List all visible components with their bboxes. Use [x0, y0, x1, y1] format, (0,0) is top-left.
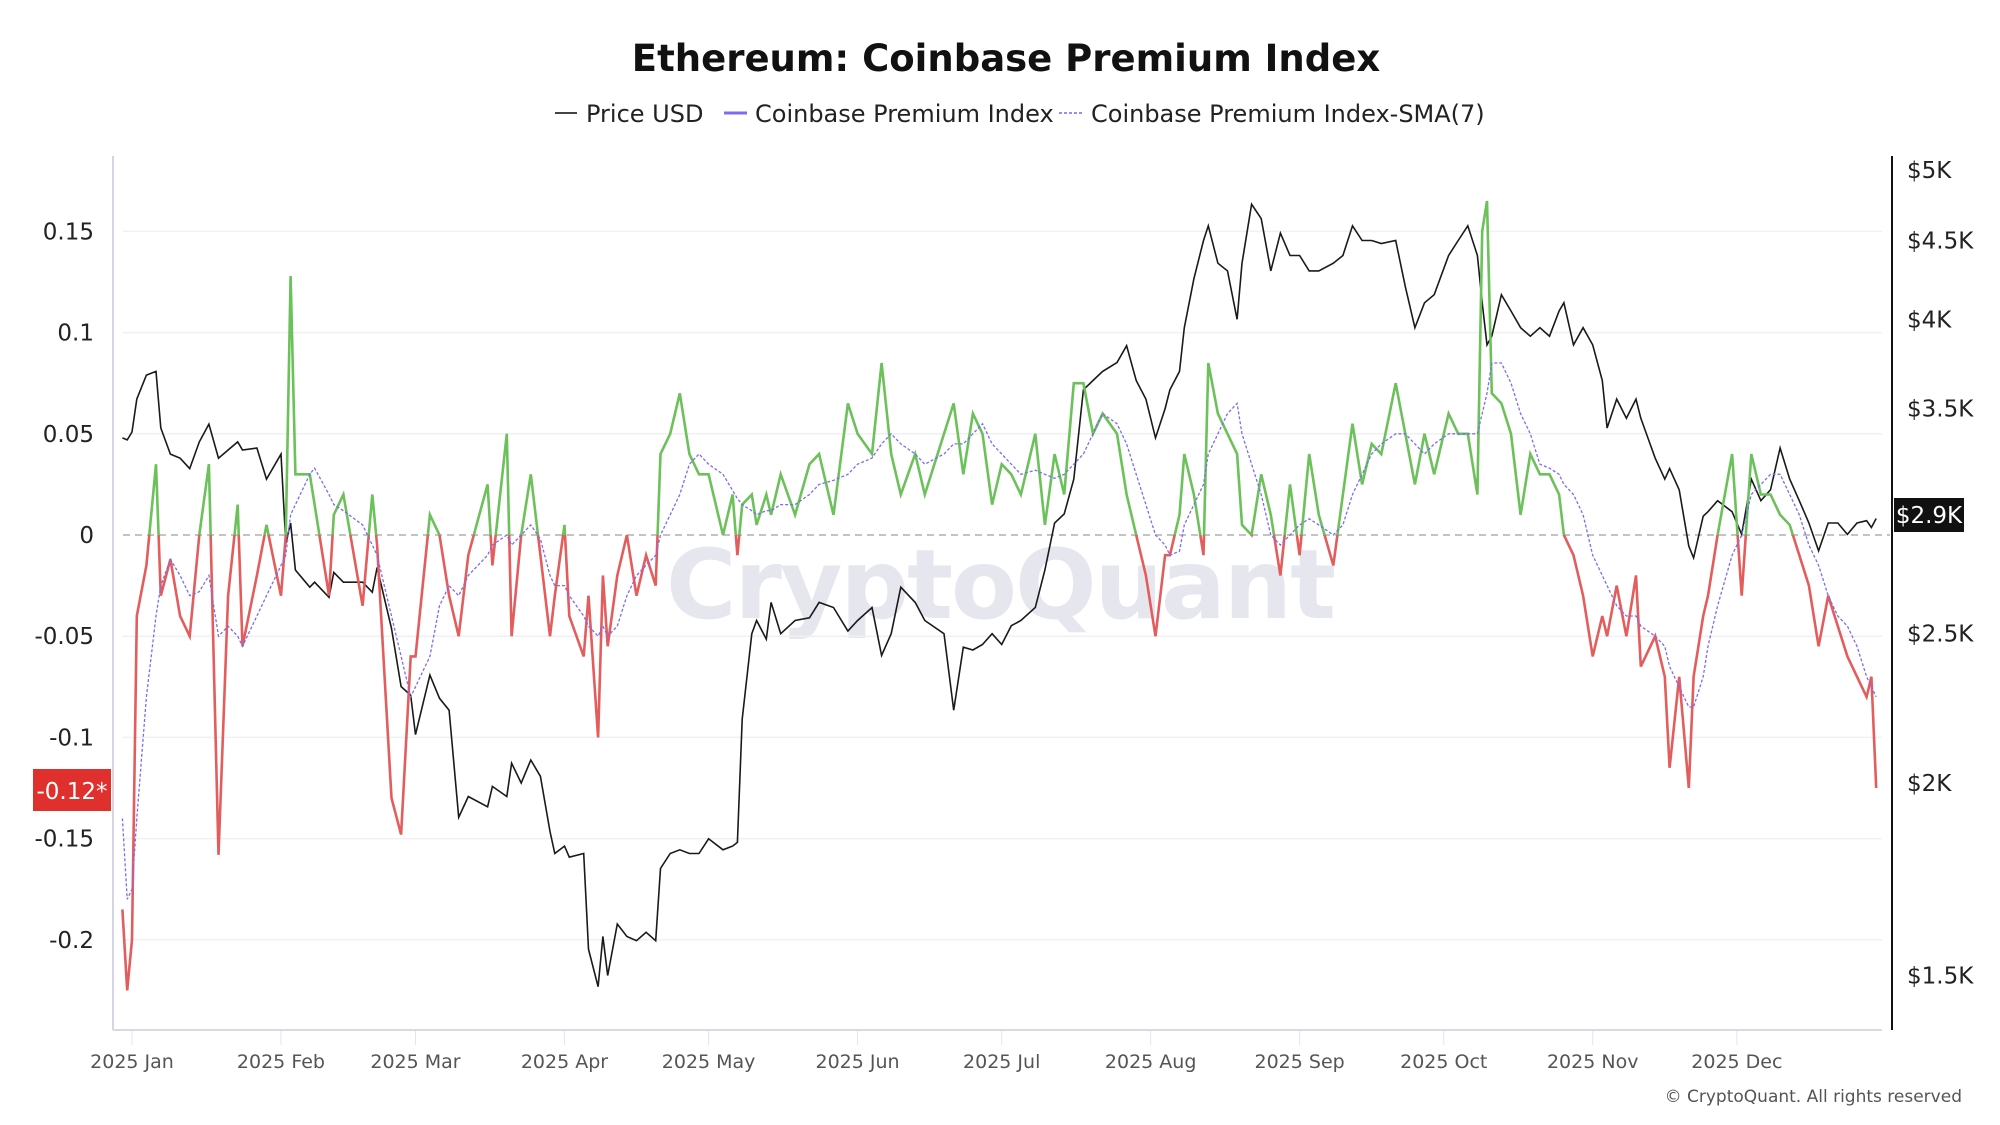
left-axis-tick-label: -0.15	[34, 827, 94, 853]
right-axis-tick-label: $1.5K	[1907, 963, 1974, 989]
price-usd-line	[122, 202, 1877, 987]
legend-item-premium[interactable]: Coinbase Premium Index	[724, 100, 1054, 128]
left-axis-tick-label: 0.1	[57, 321, 94, 347]
legend-item-price[interactable]: Price USD	[555, 100, 703, 128]
x-axis-tick-label: 2025 Aug	[1105, 1051, 1197, 1073]
premium-last-value-badge: -0.12*	[33, 769, 111, 811]
x-axis-tick-label: 2025 Apr	[521, 1051, 608, 1073]
x-axis-tick-label: 2025 Nov	[1547, 1051, 1638, 1073]
premium-last-value-box	[33, 769, 111, 811]
right-axis-tick-label: $2.5K	[1907, 622, 1974, 648]
x-axis-tick-label: 2025 Feb	[237, 1051, 325, 1073]
legend-label-sma: Coinbase Premium Index-SMA(7)	[1091, 100, 1485, 128]
legend-label-price: Price USD	[586, 100, 703, 128]
left-axis-tick-label: 0	[79, 523, 94, 549]
left-axis-labels: 0.15 0.1 0.05 0 -0.05 -0.1 -0.15 -0.2	[34, 219, 94, 953]
legend-item-sma[interactable]: Coinbase Premium Index-SMA(7)	[1059, 100, 1485, 128]
left-axis-tick-label: 0.05	[43, 422, 94, 448]
x-axis-tick-label: 2025 Oct	[1400, 1051, 1487, 1073]
premium-last-value: -0.12*	[36, 779, 107, 805]
right-axis-tick-label: $4K	[1907, 307, 1952, 333]
premium-index-line-positive	[147, 200, 1795, 535]
right-axis-tick-label: $5K	[1907, 158, 1952, 184]
premium-index-line-negative	[121, 535, 1878, 991]
watermark: CryptoQuant	[666, 529, 1334, 641]
x-axis-tick-label: 2025 Jan	[90, 1051, 174, 1073]
left-axis-tick-label: -0.05	[34, 624, 94, 650]
chart-title: Ethereum: Coinbase Premium Index	[632, 37, 1381, 80]
right-axis-tick-label: $2K	[1907, 771, 1952, 797]
x-axis-tick-label: 2025 Dec	[1691, 1051, 1782, 1073]
x-axis-tick-label: 2025 May	[662, 1051, 756, 1073]
left-axis-tick-label: 0.15	[43, 219, 94, 245]
premium-sma7-line	[121, 362, 1877, 900]
price-last-value: $2.9K	[1896, 503, 1963, 529]
x-axis-labels: 2025 Jan 2025 Feb 2025 Mar 2025 Apr 2025 May…	[90, 1031, 1782, 1073]
x-axis-tick-label: 2025 Mar	[370, 1051, 460, 1073]
price-last-value-box	[1894, 498, 1964, 532]
left-axis-tick-label: -0.1	[49, 725, 94, 751]
right-axis-labels: $5K $4.5K $4K $3.5K $2.5K $2K $1.5K	[1907, 158, 1974, 989]
copyright: © CryptoQuant. All rights reserved	[1665, 1087, 1962, 1107]
right-axis-tick-label: $4.5K	[1907, 228, 1974, 254]
x-axis-tick-label: 2025 Jul	[963, 1051, 1040, 1073]
price-last-value-badge: $2.9K	[1894, 498, 1964, 532]
x-axis-tick-label: 2025 Sep	[1255, 1051, 1345, 1073]
x-axis-tick-label: 2025 Jun	[816, 1051, 900, 1073]
right-axis-tick-label: $3.5K	[1907, 397, 1974, 423]
legend: Price USD Coinbase Premium Index Coinbas…	[555, 100, 1485, 128]
left-axis-tick-label: -0.2	[49, 928, 94, 954]
legend-label-premium: Coinbase Premium Index	[755, 100, 1054, 128]
